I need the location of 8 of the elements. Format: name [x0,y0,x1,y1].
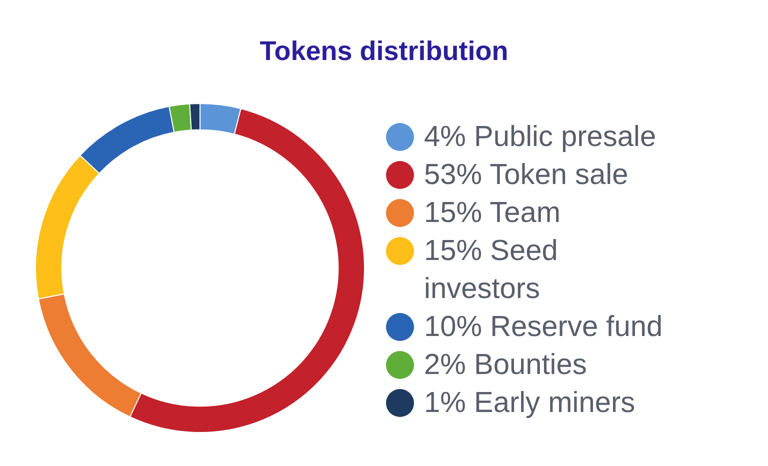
legend-label: 4% Public presale [424,120,656,155]
legend-label: 53% Token sale [424,158,628,193]
legend-label: 15% Seed investors [424,234,559,307]
legend-label: 2% Bounties [424,348,587,383]
legend-label: 15% Team [424,196,560,231]
legend-label: 1% Early miners [424,386,636,421]
chart-title: Tokens distribution [258,36,510,67]
legend-label: 10% Reserve fund [424,310,663,345]
